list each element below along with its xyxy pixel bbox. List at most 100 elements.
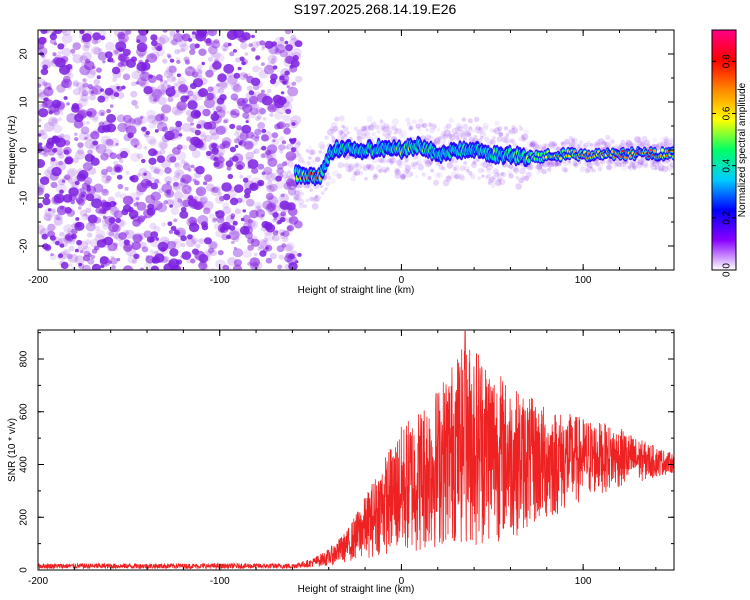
noise-blob [81, 33, 92, 43]
halo-point [365, 163, 372, 170]
noise-blob [98, 48, 103, 53]
halo-point [630, 163, 636, 169]
noise-blob [202, 265, 209, 270]
colorbar-tick-label: 0.2 [722, 210, 733, 224]
noise-blob [106, 229, 114, 237]
halo-point [393, 168, 400, 174]
halo-point [650, 162, 655, 167]
noise-blob [198, 261, 208, 270]
halo-point [547, 167, 552, 172]
halo-point [347, 168, 352, 173]
halo-point [620, 139, 626, 145]
halo-point [356, 135, 363, 142]
noise-blob [167, 55, 172, 59]
noise-blob [56, 205, 67, 216]
noise-blob [160, 256, 168, 264]
halo-point [503, 126, 509, 131]
halo-point [404, 168, 410, 174]
noise-blob [193, 110, 201, 118]
noise-blob [117, 183, 124, 190]
halo-point [511, 127, 519, 134]
noise-blob [156, 155, 166, 163]
noise-blob [181, 122, 192, 132]
halo-point [618, 144, 623, 148]
halo-point [606, 164, 612, 171]
colorbar: 0.00.20.40.60.8 Normalized spectral ampl… [711, 29, 748, 277]
halo-point [315, 156, 321, 163]
noise-blob [210, 132, 220, 141]
noise-blob [166, 53, 171, 58]
noise-blob [130, 152, 141, 162]
noise-blob [245, 151, 255, 160]
halo-point [541, 147, 545, 151]
halo-point [658, 167, 664, 172]
halo-point [525, 176, 530, 180]
noise-blob [64, 157, 73, 165]
noise-blob [148, 148, 157, 157]
noise-blob [169, 204, 173, 208]
halo-point [354, 162, 360, 168]
noise-blob [177, 49, 182, 53]
noise-blob [222, 48, 227, 52]
noise-blob [203, 207, 211, 215]
noise-blob [52, 56, 62, 65]
noise-blob [254, 202, 263, 210]
noise-blob [119, 53, 123, 58]
halo-point [583, 142, 589, 148]
noise-blob [287, 226, 294, 233]
noise-blob [76, 173, 87, 182]
noise-blob [171, 76, 177, 82]
noise-blob [230, 231, 235, 236]
halo-point [467, 118, 473, 124]
halo-point [368, 125, 372, 129]
noise-blob [148, 85, 154, 92]
halo-point [459, 165, 466, 172]
noise-blob [156, 168, 165, 176]
noise-blob [87, 214, 98, 224]
noise-blob [106, 166, 113, 173]
noise-blob [177, 76, 187, 85]
track-core [649, 148, 653, 152]
halo-point [496, 126, 503, 132]
noise-blob [223, 119, 228, 124]
halo-point [534, 165, 539, 170]
noise-blob [136, 47, 147, 57]
noise-blob [237, 134, 248, 144]
noise-blob [211, 143, 217, 149]
noise-blob [85, 214, 92, 220]
noise-blob [88, 110, 99, 121]
noise-blob [286, 224, 295, 232]
halo-point [455, 123, 462, 130]
noise-blob [187, 168, 192, 172]
noise-blob [176, 59, 181, 64]
noise-blob [245, 120, 249, 124]
halo-point [567, 160, 572, 164]
noise-blob [265, 192, 274, 201]
halo-point [567, 161, 572, 167]
colorbar-gradient [711, 29, 737, 271]
noise-blob [59, 243, 65, 248]
noise-blob [188, 65, 193, 70]
noise-blob [49, 235, 56, 241]
halo-point [549, 159, 557, 167]
noise-blob [58, 160, 64, 166]
noise-blob [95, 144, 107, 154]
halo-point [604, 141, 611, 148]
halo-point [420, 123, 424, 128]
noise-blob [196, 124, 202, 129]
noise-blob [206, 92, 217, 101]
noise-blob [67, 169, 76, 177]
noise-blob [82, 162, 93, 171]
noise-blob [133, 253, 140, 260]
noise-blob [279, 234, 285, 239]
noise-blob [246, 198, 255, 207]
noise-blob [179, 210, 189, 219]
noise-blob [79, 209, 88, 217]
halo-point [472, 160, 477, 165]
noise-blob [111, 265, 116, 270]
halo-point [406, 121, 412, 127]
noise-blob [150, 166, 158, 173]
halo-point [300, 192, 305, 196]
noise-blob [292, 137, 297, 142]
